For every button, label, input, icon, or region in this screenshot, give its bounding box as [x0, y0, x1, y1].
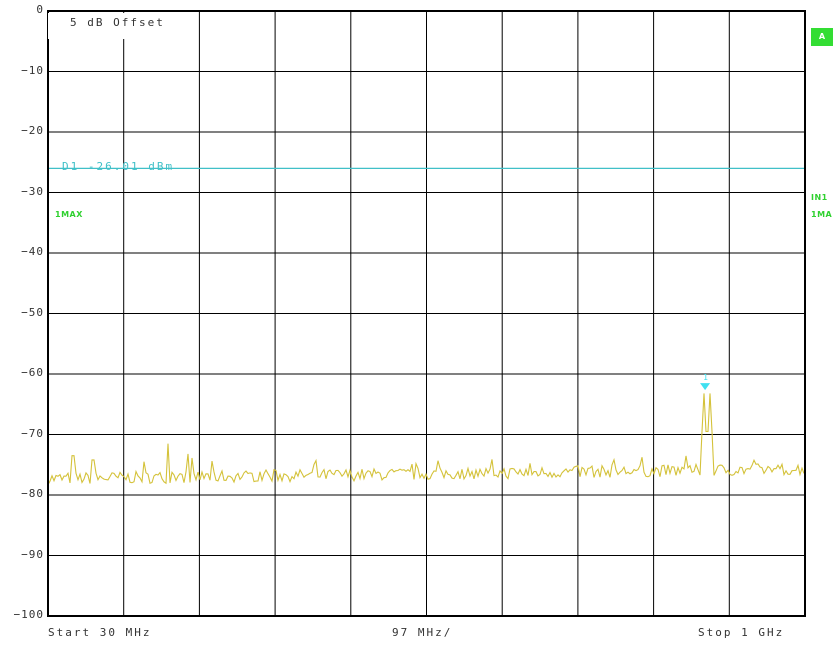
trace-mode-badge: 1MAX [55, 210, 83, 219]
y-tick-label: −80 [21, 487, 44, 500]
input-badge: IN1 [811, 193, 828, 202]
trace-mode-badge-right: 1MA [811, 210, 833, 219]
marker-triangle-icon [700, 383, 711, 391]
y-tick-label: −30 [21, 184, 44, 198]
trace-1-max [47, 393, 805, 485]
plot-frame [47, 10, 806, 617]
grid [48, 11, 805, 616]
y-tick-label: −20 [21, 124, 44, 137]
start-frequency-label: Start 30 MHz [48, 626, 152, 639]
marker-label: 1 [703, 373, 708, 382]
stop-frequency-label: Stop 1 GHz [698, 626, 785, 639]
marker-1[interactable]: 1 [700, 373, 711, 391]
y-tick-label: 0 [36, 3, 44, 16]
offset-box [48, 13, 198, 39]
y-tick-label: −40 [21, 245, 44, 258]
y-tick-label: −100 [13, 608, 44, 621]
offset-label: 5 dB Offset [70, 16, 165, 29]
display-line-label: D1 -26.01 dBm [62, 160, 175, 173]
y-tick-label: −60 [21, 366, 44, 379]
y-tick-label: −10 [21, 63, 44, 77]
y-tick-label: −90 [21, 547, 44, 561]
span-per-division-label: 97 MHz/ [392, 626, 453, 639]
y-tick-label: −50 [21, 305, 44, 319]
y-tick-label: −70 [21, 426, 44, 440]
screen-a-badge: A [811, 28, 833, 46]
